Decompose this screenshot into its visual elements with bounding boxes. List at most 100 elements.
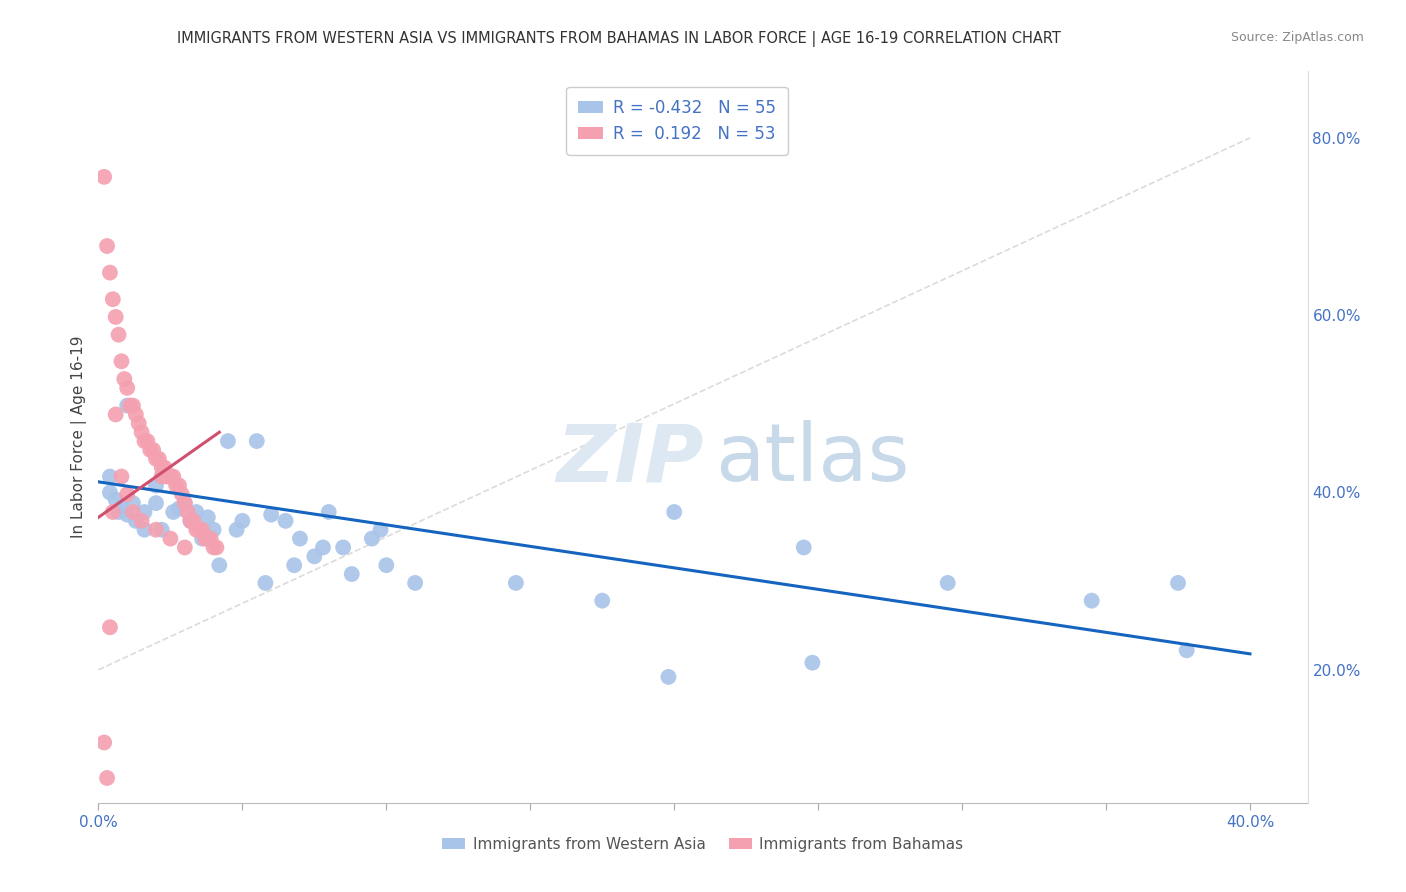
Point bbox=[283, 558, 305, 573]
Y-axis label: In Labor Force | Age 16-19: In Labor Force | Age 16-19 bbox=[72, 335, 87, 539]
Point bbox=[136, 434, 159, 448]
Point bbox=[246, 434, 269, 448]
Point bbox=[370, 523, 392, 537]
Point bbox=[173, 541, 195, 555]
Point bbox=[180, 514, 202, 528]
Point bbox=[93, 169, 115, 184]
Text: ZIP: ZIP bbox=[555, 420, 703, 498]
Point bbox=[145, 523, 167, 537]
Point bbox=[173, 496, 195, 510]
Point bbox=[150, 523, 173, 537]
Point bbox=[318, 505, 340, 519]
Point bbox=[153, 460, 176, 475]
Point bbox=[96, 771, 118, 785]
Point bbox=[125, 408, 148, 422]
Point bbox=[274, 514, 297, 528]
Point bbox=[150, 460, 173, 475]
Point bbox=[159, 469, 181, 483]
Point bbox=[122, 496, 145, 510]
Point bbox=[176, 505, 198, 519]
Point bbox=[101, 505, 124, 519]
Point bbox=[197, 510, 219, 524]
Point bbox=[134, 505, 156, 519]
Point bbox=[98, 485, 121, 500]
Point bbox=[128, 417, 150, 431]
Point bbox=[340, 567, 363, 582]
Point bbox=[142, 442, 165, 457]
Point bbox=[217, 434, 239, 448]
Point bbox=[145, 451, 167, 466]
Point bbox=[131, 425, 153, 440]
Point bbox=[200, 532, 222, 546]
Point bbox=[591, 593, 613, 607]
Point bbox=[288, 532, 311, 546]
Point bbox=[115, 399, 138, 413]
Point bbox=[104, 310, 127, 324]
Point bbox=[186, 523, 208, 537]
Point bbox=[205, 541, 228, 555]
Point bbox=[162, 505, 184, 519]
Point bbox=[180, 514, 202, 528]
Point bbox=[145, 478, 167, 492]
Point bbox=[159, 469, 181, 483]
Point bbox=[107, 327, 129, 342]
Point bbox=[110, 499, 132, 513]
Point bbox=[115, 508, 138, 522]
Point bbox=[159, 532, 181, 546]
Point bbox=[101, 292, 124, 306]
Text: IMMIGRANTS FROM WESTERN ASIA VS IMMIGRANTS FROM BAHAMAS IN LABOR FORCE | AGE 16-: IMMIGRANTS FROM WESTERN ASIA VS IMMIGRAN… bbox=[177, 31, 1060, 47]
Point bbox=[231, 514, 253, 528]
Point bbox=[191, 523, 214, 537]
Text: Source: ZipAtlas.com: Source: ZipAtlas.com bbox=[1230, 31, 1364, 45]
Point bbox=[134, 434, 156, 448]
Point bbox=[98, 266, 121, 280]
Point bbox=[104, 408, 127, 422]
Point bbox=[936, 576, 959, 591]
Point bbox=[165, 478, 187, 492]
Point bbox=[170, 487, 193, 501]
Point bbox=[125, 514, 148, 528]
Point bbox=[1167, 576, 1189, 591]
Point bbox=[139, 442, 162, 457]
Point bbox=[505, 576, 527, 591]
Point bbox=[793, 541, 815, 555]
Point bbox=[664, 505, 686, 519]
Point bbox=[150, 469, 173, 483]
Point bbox=[122, 399, 145, 413]
Point bbox=[98, 469, 121, 483]
Point bbox=[361, 532, 384, 546]
Point bbox=[96, 239, 118, 253]
Point bbox=[115, 381, 138, 395]
Point bbox=[98, 620, 121, 634]
Point bbox=[197, 532, 219, 546]
Point bbox=[208, 558, 231, 573]
Point bbox=[120, 399, 142, 413]
Point bbox=[104, 492, 127, 507]
Point bbox=[188, 523, 211, 537]
Point bbox=[260, 508, 283, 522]
Point bbox=[202, 541, 225, 555]
Point bbox=[131, 514, 153, 528]
Point bbox=[194, 532, 217, 546]
Text: atlas: atlas bbox=[716, 420, 910, 498]
Point bbox=[375, 558, 398, 573]
Point bbox=[197, 532, 219, 546]
Point bbox=[115, 487, 138, 501]
Point bbox=[162, 469, 184, 483]
Point bbox=[134, 523, 156, 537]
Point bbox=[801, 656, 824, 670]
Point bbox=[156, 469, 179, 483]
Point bbox=[145, 496, 167, 510]
Point bbox=[225, 523, 247, 537]
Point bbox=[107, 505, 129, 519]
Point bbox=[167, 501, 190, 516]
Point bbox=[110, 354, 132, 368]
Point bbox=[332, 541, 354, 555]
Point bbox=[93, 735, 115, 749]
Point bbox=[183, 514, 205, 528]
Point bbox=[191, 532, 214, 546]
Point bbox=[122, 505, 145, 519]
Point bbox=[657, 670, 679, 684]
Point bbox=[150, 469, 173, 483]
Point bbox=[167, 478, 190, 492]
